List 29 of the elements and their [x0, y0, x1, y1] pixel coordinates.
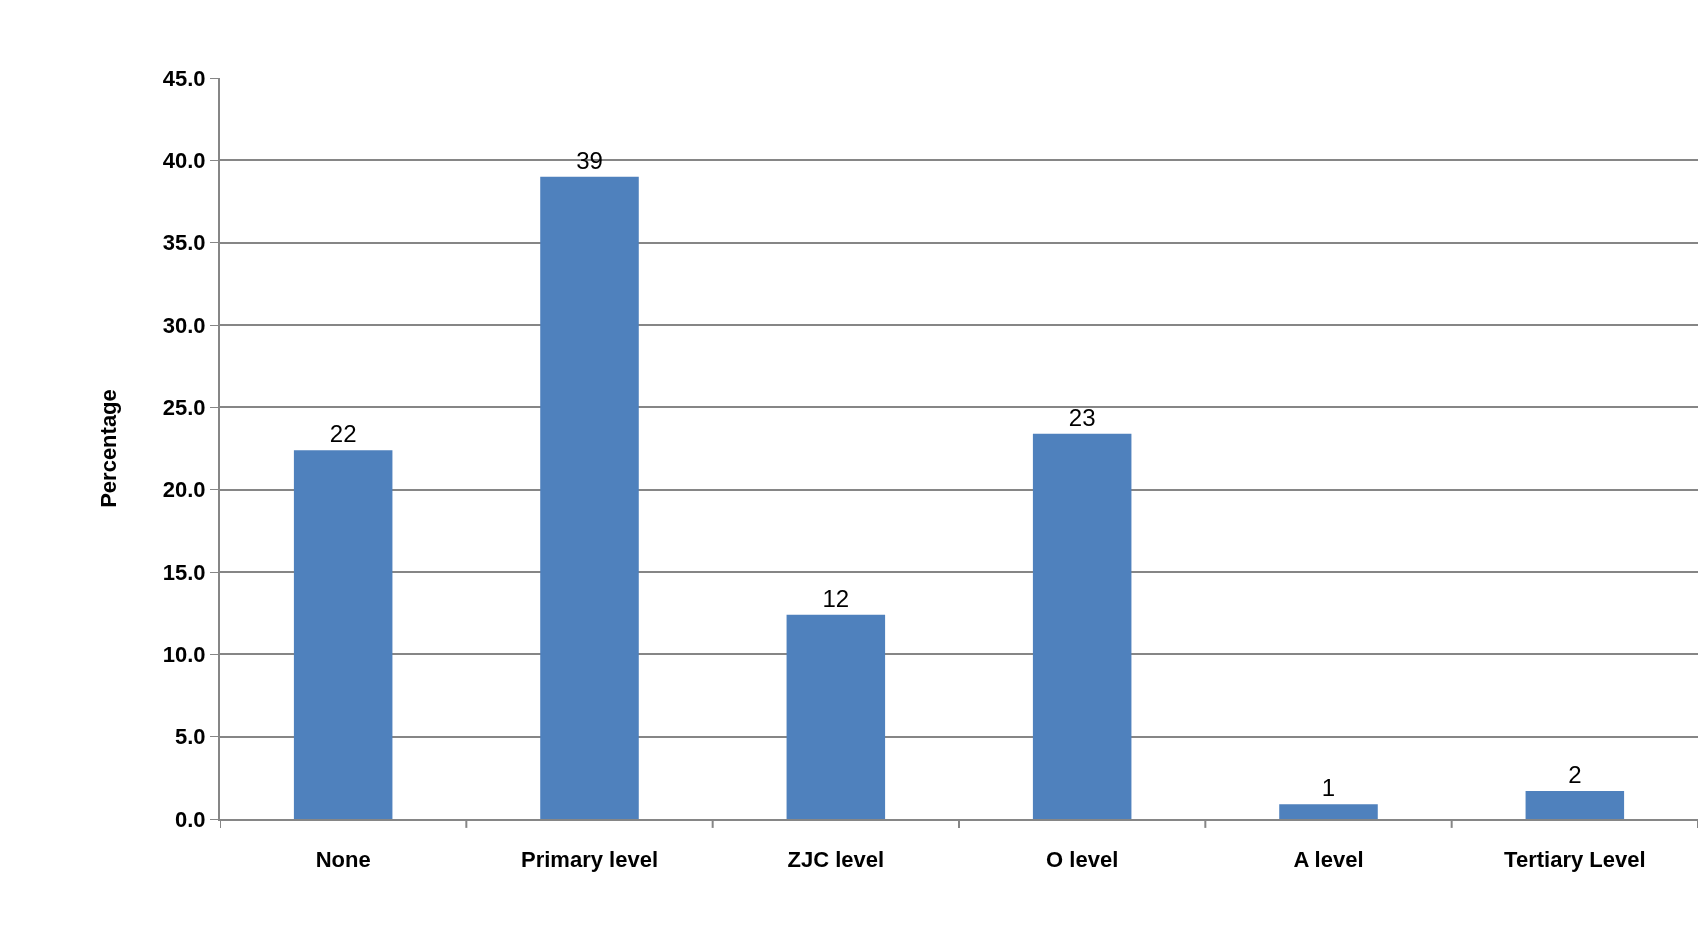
x-tick-label: None [315, 847, 371, 873]
y-tick-label: 45.0 [162, 65, 206, 91]
data-label: 12 [822, 584, 850, 612]
y-tick-label: 15.0 [162, 559, 206, 585]
y-tick-label: 40.0 [162, 148, 206, 174]
bar [1279, 804, 1378, 819]
y-tick-label: 35.0 [162, 230, 206, 256]
y-axis-title: Percentage [96, 389, 122, 508]
y-tick-label: 20.0 [162, 477, 206, 503]
data-label: 1 [1321, 774, 1336, 802]
x-tick-label: O level [1046, 847, 1119, 873]
bar [540, 176, 639, 819]
bar [293, 450, 393, 819]
bar [1032, 433, 1132, 819]
y-tick-label: 0.0 [175, 806, 206, 832]
data-label: 39 [576, 146, 603, 174]
x-tick-label: ZJC level [787, 847, 885, 873]
bar [786, 614, 886, 819]
x-tick-label: A level [1293, 847, 1364, 873]
y-tick-label: 10.0 [162, 642, 206, 668]
y-tick-label: 25.0 [162, 395, 206, 421]
data-label: 22 [329, 420, 357, 448]
data-label: 2 [1568, 761, 1582, 789]
y-tick-label: 5.0 [175, 724, 206, 750]
x-tick-label: Tertiary Level [1504, 847, 1646, 873]
x-tick-label: Primary level [521, 847, 658, 873]
data-label: 23 [1068, 403, 1096, 431]
bar [1525, 791, 1625, 819]
y-tick-label: 30.0 [162, 312, 206, 338]
